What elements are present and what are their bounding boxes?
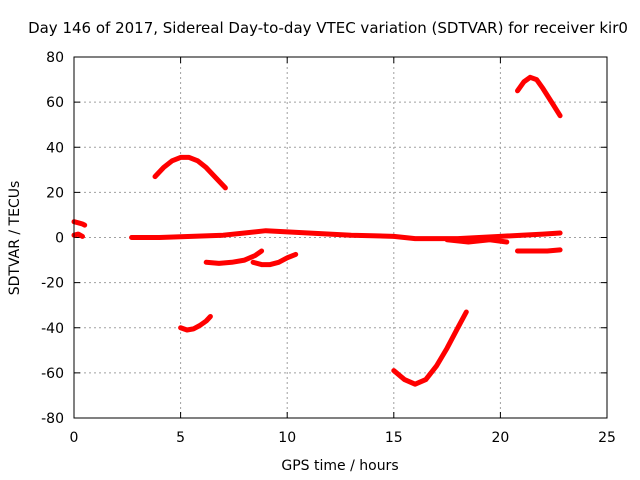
y-tick-label: 0 <box>55 231 64 247</box>
x-tick-label: 15 <box>385 430 403 446</box>
plot-frame <box>73 56 608 419</box>
x-tick-label: 20 <box>491 430 509 446</box>
data-series-group <box>71 74 563 387</box>
grid-lines <box>74 57 607 418</box>
data-series-2 <box>71 231 85 239</box>
y-axis-label: SDTVAR / TECUs <box>7 181 23 296</box>
data-series-9 <box>444 237 510 245</box>
data-series-11 <box>515 74 563 119</box>
x-tick-label: 10 <box>278 430 296 446</box>
data-series-8 <box>391 309 469 387</box>
y-axis-ticks: -80 -60 -40 -20 0 20 40 60 80 <box>41 50 607 427</box>
y-tick-label: -60 <box>41 366 64 382</box>
data-series-7 <box>250 251 299 268</box>
x-tick-label: 5 <box>176 430 185 446</box>
data-series-3 <box>129 228 563 242</box>
y-tick-label: -40 <box>41 321 64 337</box>
y-tick-label: 80 <box>46 50 64 66</box>
data-series-5 <box>178 314 213 333</box>
chart-title: Day 146 of 2017, Sidereal Day-to-day VTE… <box>28 19 628 37</box>
y-tick-label: -80 <box>41 411 64 427</box>
data-series-4 <box>152 154 228 191</box>
y-tick-label: -20 <box>41 276 64 292</box>
x-tick-label: 25 <box>598 430 616 446</box>
data-series-10 <box>515 247 563 254</box>
y-tick-label: 20 <box>46 185 64 201</box>
x-tick-label: 0 <box>70 430 79 446</box>
y-tick-label: 40 <box>46 140 64 156</box>
data-series-6 <box>203 248 265 266</box>
y-tick-label: 60 <box>46 95 64 111</box>
x-axis-label: GPS time / hours <box>281 458 398 474</box>
data-series-1 <box>71 219 88 228</box>
